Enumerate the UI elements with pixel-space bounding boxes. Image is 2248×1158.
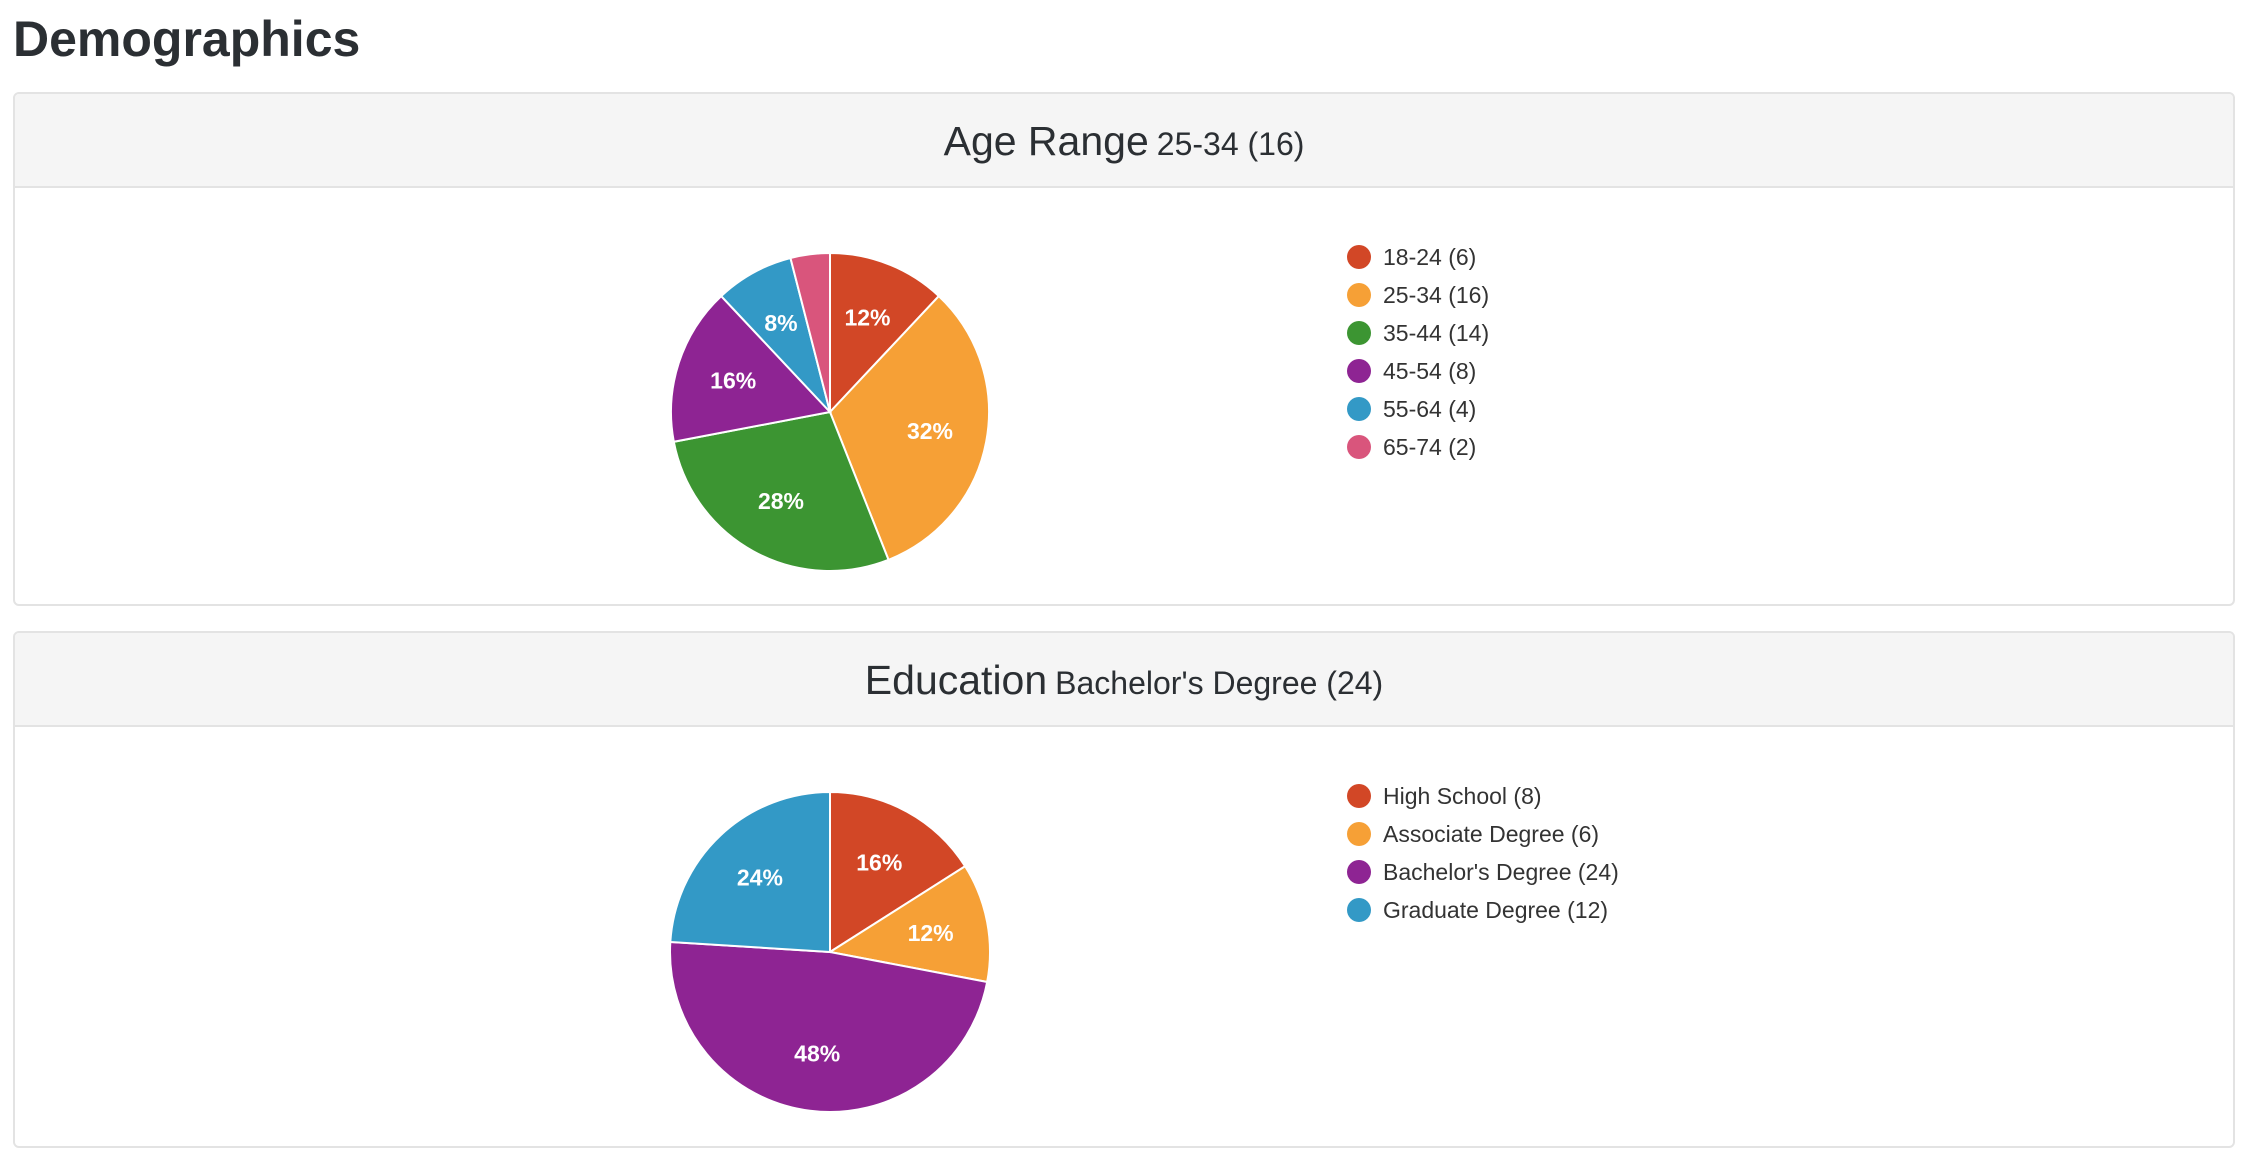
age-range-pie-chart: 12% 32% 28% 16% 8% xyxy=(670,251,990,572)
legend-label: 35-44 (14) xyxy=(1383,320,1490,346)
legend-item: 18-24 (6) xyxy=(1347,238,1489,276)
legend-item: 45-54 (8) xyxy=(1347,352,1489,390)
legend-label: 45-54 (8) xyxy=(1383,358,1477,384)
slice-percent-label: 16% xyxy=(856,849,902,875)
legend-item: Associate Degree (6) xyxy=(1347,815,1619,853)
education-card: Education Bachelor's Degree (24) 16% 12% 48… xyxy=(13,631,2235,1148)
pie-slice-65-74-2 xyxy=(789,251,831,413)
legend-item: 55-64 (4) xyxy=(1347,390,1489,428)
pie-slice-graduate-degree-12 xyxy=(669,790,831,954)
legend-label: 65-74 (2) xyxy=(1383,434,1477,460)
legend-swatch-icon xyxy=(1347,435,1371,459)
legend-item: 65-74 (2) xyxy=(1347,428,1489,466)
education-top-value: Bachelor's Degree (24) xyxy=(1055,665,1384,701)
slice-percent-label: 24% xyxy=(737,864,783,890)
age-range-title: Age Range xyxy=(943,118,1149,164)
pie-slice-18-24-6 xyxy=(829,251,941,415)
age-range-card-header: Age Range 25-34 (16) xyxy=(15,94,2233,188)
age-range-top-value: 25-34 (16) xyxy=(1156,126,1305,162)
age-range-card: Age Range 25-34 (16) 12% 32% 28% 16% 8% 18-24… xyxy=(13,92,2235,606)
legend-swatch-icon xyxy=(1347,784,1371,808)
legend-label: 18-24 (6) xyxy=(1383,244,1477,270)
legend-swatch-icon xyxy=(1347,898,1371,922)
legend-label: 25-34 (16) xyxy=(1383,282,1490,308)
legend-swatch-icon xyxy=(1347,283,1371,307)
legend-swatch-icon xyxy=(1347,245,1371,269)
pie-slice-35-44-14 xyxy=(672,410,890,572)
education-title: Education xyxy=(864,657,1048,703)
legend-swatch-icon xyxy=(1347,860,1371,884)
legend-label: Bachelor's Degree (24) xyxy=(1383,859,1619,885)
age-range-legend: 18-24 (6) 25-34 (16) 35-44 (14) 45-54 (8) 55… xyxy=(1347,238,1489,466)
slice-percent-label: 12% xyxy=(908,920,954,946)
slice-percent-label: 8% xyxy=(764,310,797,336)
legend-label: High School (8) xyxy=(1383,783,1542,809)
pie-slice-high-school-8 xyxy=(829,790,967,954)
legend-swatch-icon xyxy=(1347,397,1371,421)
slice-percent-label: 12% xyxy=(844,304,890,330)
education-chart-area: 16% 12% 48% 24% High School (8) Associate De… xyxy=(15,727,2233,1146)
education-card-header: Education Bachelor's Degree (24) xyxy=(15,633,2233,727)
legend-swatch-icon xyxy=(1347,359,1371,383)
pie-slice-bachelor-s-degree-24 xyxy=(669,940,989,1113)
legend-item: 35-44 (14) xyxy=(1347,314,1489,352)
legend-label: 55-64 (4) xyxy=(1383,396,1477,422)
slice-percent-label: 32% xyxy=(907,418,953,444)
education-legend: High School (8) Associate Degree (6) Bache… xyxy=(1347,777,1619,929)
pie-slice-25-34-16 xyxy=(828,294,990,562)
slice-percent-label: 48% xyxy=(794,1041,840,1067)
education-pie-chart: 16% 12% 48% 24% xyxy=(669,790,992,1113)
age-range-chart-area: 12% 32% 28% 16% 8% 18-24 (6) 25-34 (16) 35-44 … xyxy=(15,188,2233,604)
legend-item: Graduate Degree (12) xyxy=(1347,891,1619,929)
legend-label: Graduate Degree (12) xyxy=(1383,897,1609,923)
slice-percent-label: 16% xyxy=(710,368,756,394)
legend-swatch-icon xyxy=(1347,822,1371,846)
legend-label: Associate Degree (6) xyxy=(1383,821,1600,847)
page-title: Demographics xyxy=(13,11,361,67)
legend-item: High School (8) xyxy=(1347,777,1619,815)
legend-swatch-icon xyxy=(1347,321,1371,345)
legend-item: 25-34 (16) xyxy=(1347,276,1489,314)
pie-slice-45-54-8 xyxy=(670,294,832,443)
legend-item: Bachelor's Degree (24) xyxy=(1347,853,1619,891)
slice-percent-label: 28% xyxy=(758,488,804,514)
pie-slice-associate-degree-6 xyxy=(827,864,992,984)
